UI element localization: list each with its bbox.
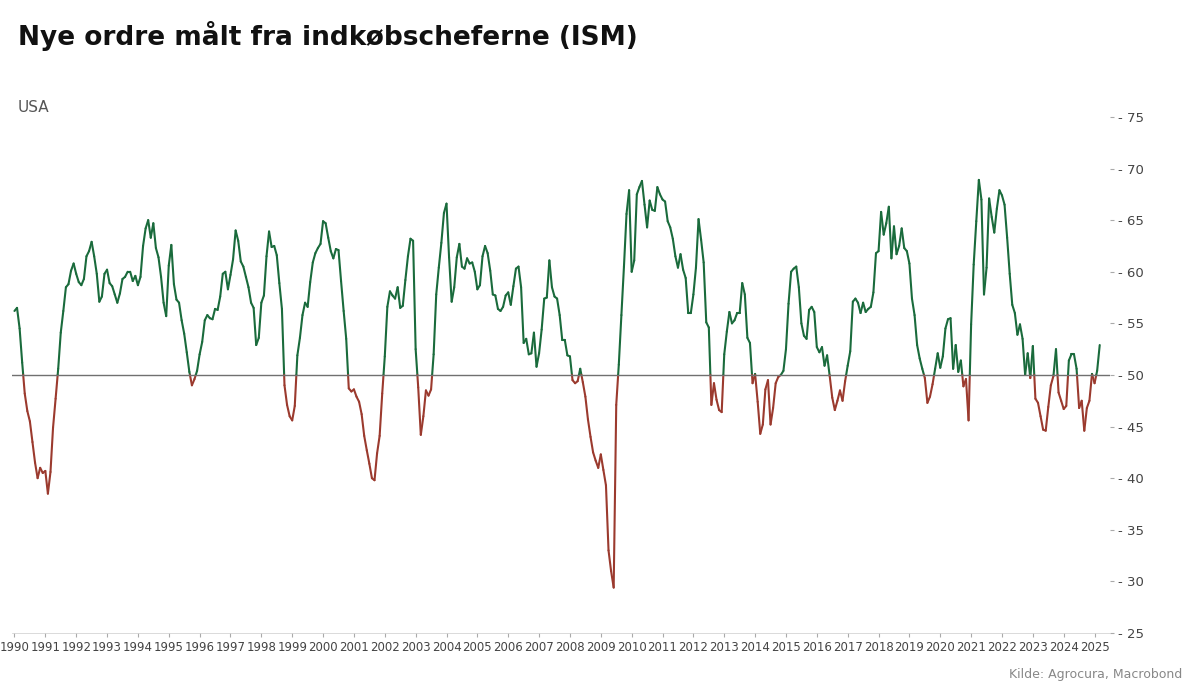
Text: Nye ordre målt fra indkøbscheferne (ISM): Nye ordre målt fra indkøbscheferne (ISM) <box>18 21 637 51</box>
Text: USA: USA <box>18 100 49 115</box>
Text: Kilde: Agrocura, Macrobond: Kilde: Agrocura, Macrobond <box>1009 668 1182 681</box>
